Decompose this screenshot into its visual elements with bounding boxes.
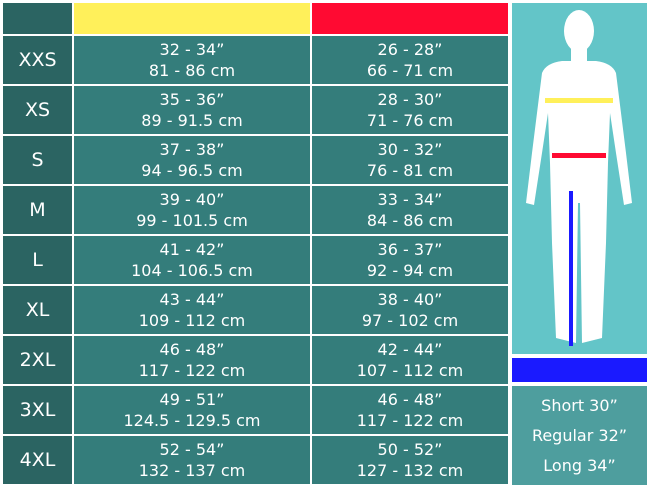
chest-cell: 39 - 40” 99 - 101.5 cm xyxy=(74,186,310,234)
size-label: 3XL xyxy=(19,399,56,421)
waist-inches: 26 - 28” xyxy=(377,40,443,59)
chest-cm: 94 - 96.5 cm xyxy=(141,161,243,180)
size-cell: L xyxy=(3,236,72,284)
waist-inches: 50 - 52” xyxy=(377,440,443,459)
chest-cell: 37 - 38” 94 - 96.5 cm xyxy=(74,136,310,184)
chest-cm: 109 - 112 cm xyxy=(138,311,246,330)
size-cell: XXS xyxy=(3,36,72,84)
chest-cm: 104 - 106.5 cm xyxy=(131,261,253,280)
chest-cell: 52 - 54” 132 - 137 cm xyxy=(74,436,310,484)
body-silhouette-icon xyxy=(526,10,632,346)
size-label: 4XL xyxy=(19,449,56,471)
waist-cell: 33 - 34” 84 - 86 cm xyxy=(312,186,508,234)
waist-cm: 66 - 71 cm xyxy=(366,61,454,80)
chest-cm: 81 - 86 cm xyxy=(148,61,236,80)
chest-cm: 99 - 101.5 cm xyxy=(136,211,248,230)
waist-cell: 50 - 52” 127 - 132 cm xyxy=(312,436,508,484)
inseam-long: Long 34” xyxy=(543,455,616,475)
inseam-lengths: Short 30” Regular 32” Long 34” xyxy=(512,386,647,485)
chest-inches: 32 - 34” xyxy=(159,40,225,59)
size-label: S xyxy=(31,149,44,171)
chest-line xyxy=(545,98,613,103)
waist-inches: 42 - 44” xyxy=(377,340,443,359)
waist-cm: 117 - 122 cm xyxy=(356,411,464,430)
waist-cm: 71 - 76 cm xyxy=(366,111,454,130)
header-waist-swatch xyxy=(312,3,508,34)
waist-cell: 38 - 40” 97 - 102 cm xyxy=(312,286,508,334)
inseam-short: Short 30” xyxy=(541,395,618,415)
waist-line xyxy=(552,153,606,158)
chest-inches: 52 - 54” xyxy=(159,440,225,459)
size-cell: M xyxy=(3,186,72,234)
inseam-line xyxy=(569,191,573,346)
waist-cell: 28 - 30” 71 - 76 cm xyxy=(312,86,508,134)
size-cell: 4XL xyxy=(3,436,72,484)
waist-cm: 92 - 94 cm xyxy=(366,261,454,280)
chest-cell: 35 - 36” 89 - 91.5 cm xyxy=(74,86,310,134)
waist-cell: 26 - 28” 66 - 71 cm xyxy=(312,36,508,84)
waist-inches: 33 - 34” xyxy=(377,190,443,209)
chest-cm: 124.5 - 129.5 cm xyxy=(123,411,261,430)
header-chest-swatch xyxy=(74,3,310,34)
size-cell: 2XL xyxy=(3,336,72,384)
chest-cell: 43 - 44” 109 - 112 cm xyxy=(74,286,310,334)
chest-inches: 46 - 48” xyxy=(159,340,225,359)
chest-inches: 35 - 36” xyxy=(159,90,225,109)
size-label: L xyxy=(32,249,43,271)
inseam-regular: Regular 32” xyxy=(531,425,628,445)
size-cell: S xyxy=(3,136,72,184)
chest-inches: 43 - 44” xyxy=(159,290,225,309)
size-label: XL xyxy=(25,299,50,321)
waist-cell: 42 - 44” 107 - 112 cm xyxy=(312,336,508,384)
waist-cm: 97 - 102 cm xyxy=(361,311,459,330)
size-cell: XL xyxy=(3,286,72,334)
waist-cm: 127 - 132 cm xyxy=(356,461,464,480)
waist-inches: 30 - 32” xyxy=(377,140,443,159)
size-label: XS xyxy=(24,99,51,121)
chest-inches: 39 - 40” xyxy=(159,190,225,209)
waist-cell: 46 - 48” 117 - 122 cm xyxy=(312,386,508,434)
chest-cell: 46 - 48” 117 - 122 cm xyxy=(74,336,310,384)
inseam-swatch xyxy=(512,358,647,382)
chest-cell: 49 - 51” 124.5 - 129.5 cm xyxy=(74,386,310,434)
size-label: 2XL xyxy=(19,349,56,371)
chest-cell: 41 - 42” 104 - 106.5 cm xyxy=(74,236,310,284)
waist-cm: 107 - 112 cm xyxy=(356,361,464,380)
waist-cell: 36 - 37” 92 - 94 cm xyxy=(312,236,508,284)
chest-inches: 41 - 42” xyxy=(159,240,225,259)
waist-inches: 38 - 40” xyxy=(377,290,443,309)
size-label: M xyxy=(29,199,46,221)
waist-cm: 84 - 86 cm xyxy=(366,211,454,230)
waist-cm: 76 - 81 cm xyxy=(366,161,454,180)
body-figure-panel xyxy=(512,3,647,354)
waist-cell: 30 - 32” 76 - 81 cm xyxy=(312,136,508,184)
size-cell: XS xyxy=(3,86,72,134)
waist-inches: 28 - 30” xyxy=(377,90,443,109)
chest-cell: 32 - 34” 81 - 86 cm xyxy=(74,36,310,84)
chest-inches: 37 - 38” xyxy=(159,140,225,159)
chest-cm: 89 - 91.5 cm xyxy=(141,111,243,130)
waist-inches: 36 - 37” xyxy=(377,240,443,259)
size-label: XXS xyxy=(18,49,57,71)
chest-inches: 49 - 51” xyxy=(159,390,225,409)
chest-cm: 132 - 137 cm xyxy=(138,461,246,480)
waist-inches: 46 - 48” xyxy=(377,390,443,409)
header-size-cell xyxy=(3,3,72,34)
chest-cm: 117 - 122 cm xyxy=(138,361,246,380)
size-cell: 3XL xyxy=(3,386,72,434)
